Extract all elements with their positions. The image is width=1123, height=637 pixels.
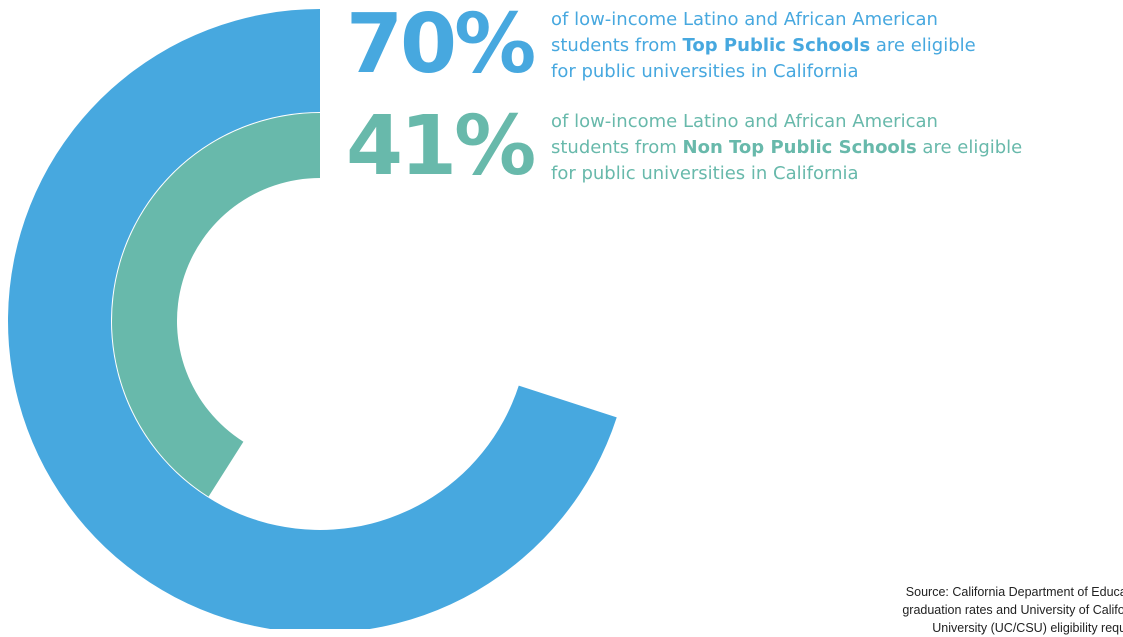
source-line1: Source: California Department of Educati (905, 585, 1123, 599)
stat-top-public-line2: students from Top Public Schools are eli… (551, 33, 976, 59)
stat-top-public-description: of low-income Latino and African America… (551, 7, 976, 85)
donut-arc-non-top-public (111, 113, 320, 497)
stat-non-top-public-line2: students from Non Top Public Schools are… (551, 135, 1022, 161)
stat-top-public-line2-pre: students from (551, 35, 683, 56)
stat-non-top-public-line1: of low-income Latino and African America… (551, 111, 938, 132)
stat-top-public-line3: for public universities in California (551, 61, 859, 82)
stat-top-public-line1: of low-income Latino and African America… (551, 9, 938, 30)
source-line3: University (UC/CSU) eligibility requir (932, 621, 1123, 635)
stat-top-public-line2-post: are eligible (870, 35, 976, 56)
source-line2: graduation rates and University of Calif… (902, 603, 1123, 617)
stat-non-top-public-value: 41% (346, 99, 536, 194)
stat-top-public: 70% of low-income Latino and African Ame… (346, 4, 976, 86)
stat-top-public-bold: Top Public Schools (682, 35, 871, 56)
stat-non-top-public-line2-pre: students from (551, 137, 683, 158)
stat-non-top-public-line3: for public universities in California (551, 163, 859, 184)
stat-non-top-public: 41% of low-income Latino and African Ame… (346, 106, 1022, 188)
stat-non-top-public-description: of low-income Latino and African America… (551, 109, 1022, 187)
stat-non-top-public-line2-post: are eligible (916, 137, 1023, 158)
stat-non-top-public-bold: Non Top Public Schools (682, 137, 917, 158)
stat-top-public-value: 70% (346, 0, 536, 92)
donut-arc-top-public (8, 9, 617, 633)
